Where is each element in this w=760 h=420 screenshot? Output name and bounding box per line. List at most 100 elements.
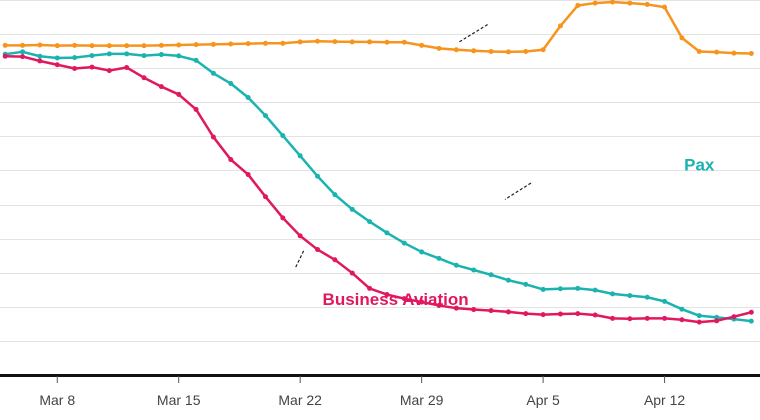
data-point — [644, 315, 650, 321]
data-point — [748, 51, 754, 57]
data-point — [124, 43, 130, 49]
data-point — [37, 58, 43, 64]
annotation-leader-business-aviation — [294, 250, 305, 269]
data-point — [523, 281, 529, 287]
data-point — [193, 42, 199, 48]
data-point — [696, 313, 702, 319]
data-point — [262, 40, 268, 46]
data-point — [575, 285, 581, 291]
data-point — [575, 2, 581, 8]
data-point — [488, 272, 494, 278]
data-point — [505, 309, 511, 315]
data-point — [210, 41, 216, 47]
data-point — [106, 51, 112, 57]
data-point — [436, 45, 442, 51]
data-point — [141, 43, 147, 49]
data-point — [714, 49, 720, 55]
data-point — [141, 75, 147, 81]
data-point — [488, 308, 494, 314]
data-point — [280, 215, 286, 221]
data-point — [315, 247, 321, 253]
data-point — [210, 70, 216, 76]
data-point — [158, 42, 164, 48]
data-point — [714, 318, 720, 324]
data-point — [228, 157, 234, 163]
gridlines — [0, 0, 760, 342]
data-point — [193, 57, 199, 63]
data-point — [679, 35, 685, 41]
data-point — [557, 23, 563, 29]
data-point — [349, 206, 355, 212]
data-point — [696, 48, 702, 54]
data-point — [453, 305, 459, 311]
x-tick-label: Apr 5 — [526, 392, 560, 408]
data-point — [158, 52, 164, 58]
data-point — [471, 267, 477, 273]
data-point — [367, 285, 373, 291]
data-point — [54, 62, 60, 68]
data-point — [523, 48, 529, 54]
data-point — [401, 39, 407, 45]
data-point — [540, 47, 546, 53]
annotation-label-cargo: Cargo — [588, 0, 637, 1]
series-cargo — [2, 0, 754, 57]
data-point — [540, 312, 546, 318]
data-point — [193, 106, 199, 112]
data-point — [176, 53, 182, 59]
data-point — [176, 91, 182, 97]
data-point — [627, 293, 633, 299]
data-point — [679, 317, 685, 323]
data-point — [662, 315, 668, 321]
data-point — [419, 299, 425, 305]
data-point — [106, 68, 112, 74]
data-point — [610, 0, 616, 5]
data-point — [228, 41, 234, 47]
data-point — [384, 292, 390, 298]
data-point — [453, 262, 459, 268]
data-point — [731, 314, 737, 320]
data-point — [280, 133, 286, 139]
data-point — [245, 41, 251, 47]
series-line-business-aviation — [3, 55, 753, 324]
data-point — [2, 53, 8, 59]
data-point — [401, 240, 407, 246]
data-point — [54, 43, 60, 49]
data-point — [644, 294, 650, 300]
data-point — [72, 55, 78, 61]
data-point — [176, 42, 182, 48]
data-point — [141, 53, 147, 59]
data-point — [124, 65, 130, 70]
data-point — [505, 49, 511, 55]
data-point — [280, 40, 286, 46]
data-point — [262, 194, 268, 200]
data-point — [662, 4, 668, 10]
data-point — [592, 287, 598, 293]
data-point — [592, 312, 598, 318]
annotations: Cargo Pax Business Aviation — [294, 0, 715, 309]
data-point — [419, 42, 425, 48]
data-point — [297, 233, 303, 239]
data-point — [89, 53, 95, 59]
data-point — [540, 286, 546, 292]
data-point — [488, 48, 494, 54]
data-point — [436, 255, 442, 261]
data-point — [575, 311, 581, 317]
data-point — [297, 39, 303, 45]
data-point — [89, 64, 95, 70]
data-point — [54, 55, 60, 61]
data-point — [610, 291, 616, 297]
annotation-label-business-aviation: Business Aviation — [323, 290, 469, 309]
data-point — [349, 39, 355, 45]
data-point — [315, 173, 321, 179]
data-point — [505, 277, 511, 283]
data-point — [210, 134, 216, 140]
data-point — [731, 50, 737, 56]
data-point — [297, 153, 303, 159]
data-point — [37, 42, 43, 48]
data-point — [679, 306, 685, 312]
data-point — [89, 43, 95, 49]
x-tick-label: Apr 12 — [644, 392, 685, 408]
data-point — [367, 219, 373, 225]
data-point — [592, 0, 598, 6]
